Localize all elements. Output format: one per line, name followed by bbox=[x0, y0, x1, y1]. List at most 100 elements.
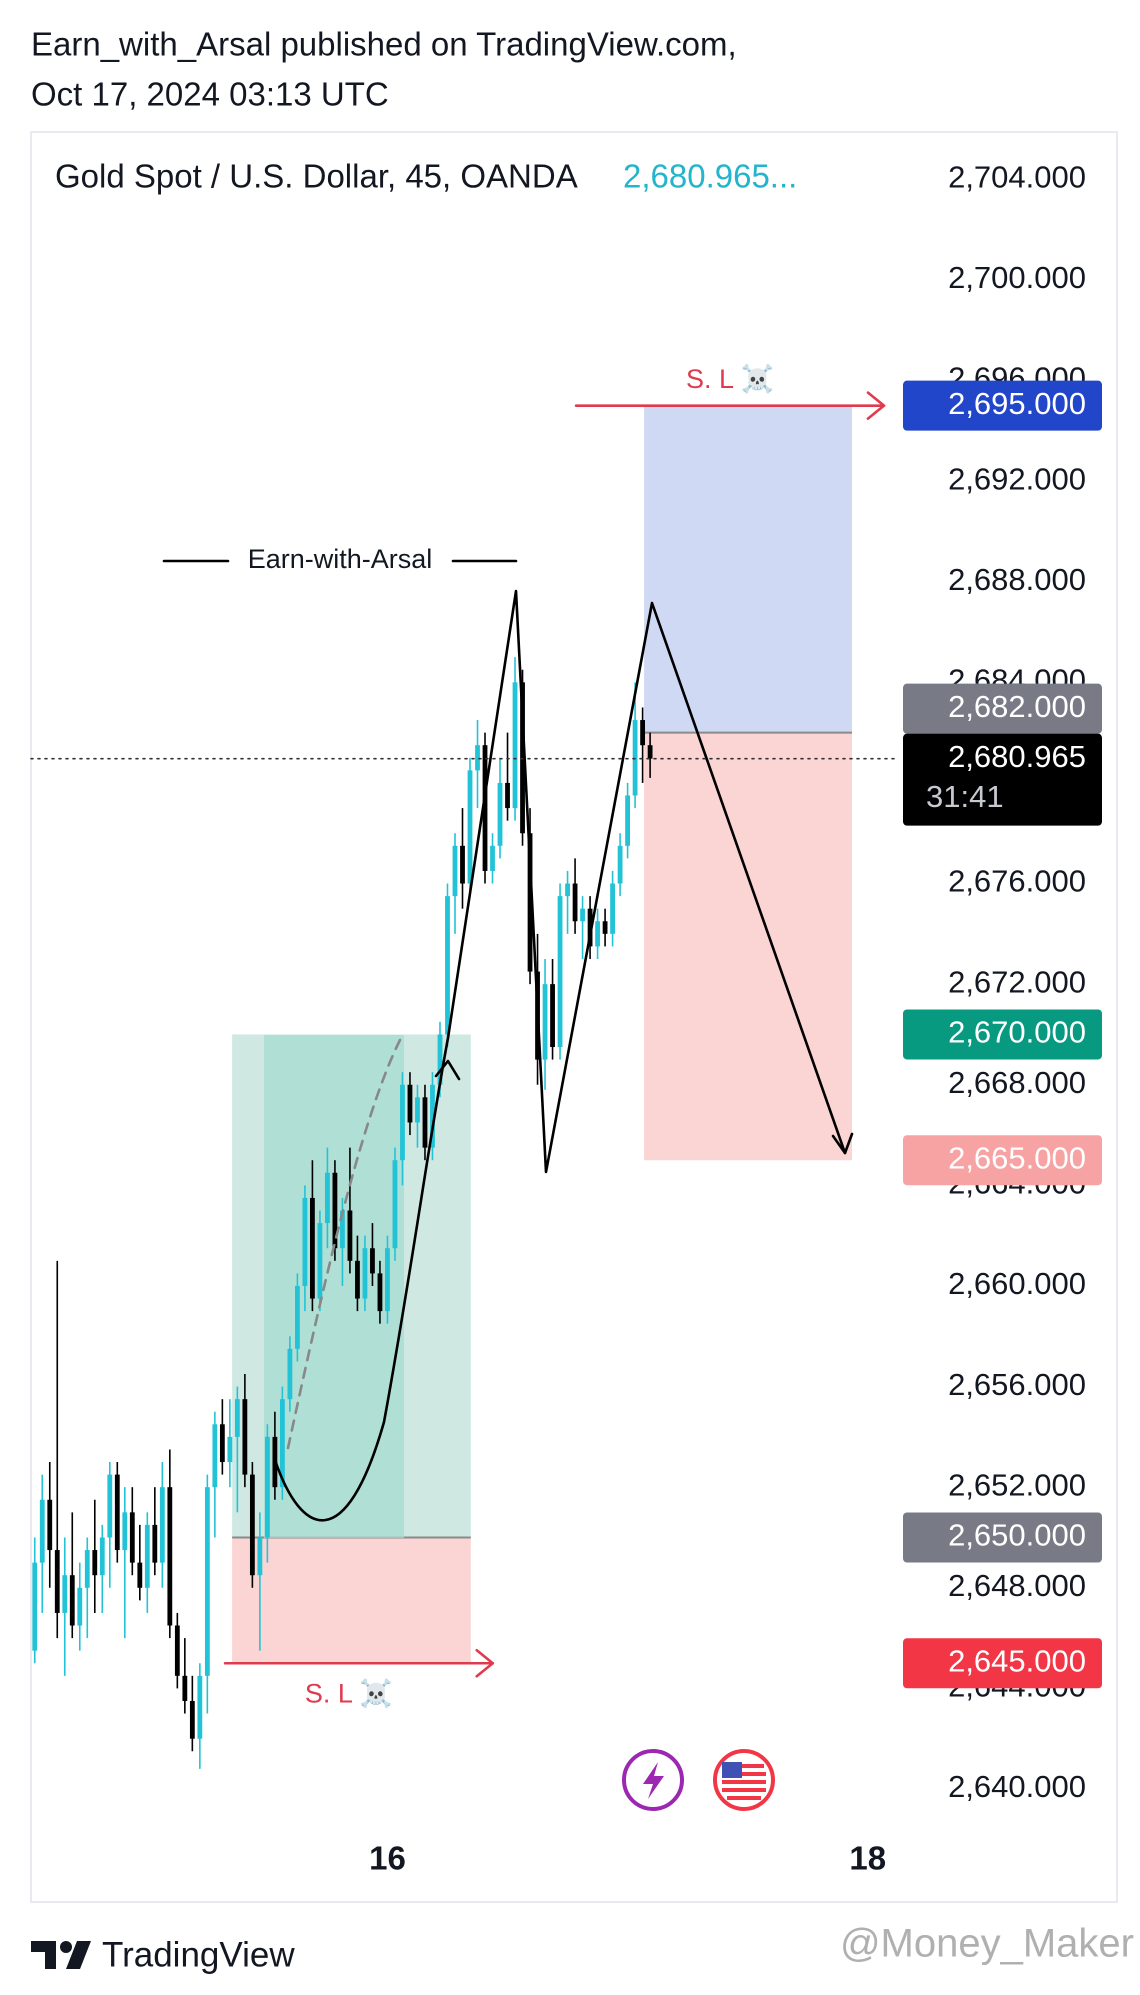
candle-body bbox=[204, 1487, 210, 1676]
candle-body bbox=[317, 1223, 323, 1299]
candle-body bbox=[92, 1550, 98, 1576]
candle-body bbox=[152, 1524, 158, 1563]
countdown: 31:41 bbox=[926, 779, 1004, 814]
header-line: Earn_with_Arsal published on TradingView… bbox=[31, 26, 737, 63]
header-date: Oct 17, 2024 03:13 UTC bbox=[31, 76, 389, 113]
candle-body bbox=[460, 845, 465, 884]
candle-body bbox=[77, 1587, 83, 1626]
candle-body bbox=[174, 1625, 180, 1676]
symbol-title: Gold Spot / U.S. Dollar, 45, OANDA bbox=[55, 158, 578, 195]
price-box bbox=[903, 1512, 1102, 1563]
y-tick-label: 2,640.000 bbox=[948, 1769, 1086, 1804]
candle-body bbox=[572, 883, 578, 922]
stop-label: S. L ☠️ bbox=[686, 363, 774, 394]
candle-body bbox=[39, 1499, 45, 1563]
candle-body bbox=[467, 770, 473, 884]
candle-body bbox=[475, 745, 480, 771]
candle-body bbox=[167, 1487, 173, 1626]
y-tick-label: 2,652.000 bbox=[948, 1467, 1086, 1502]
candle-body bbox=[355, 1260, 360, 1299]
candle-body bbox=[587, 908, 593, 947]
candle-body bbox=[407, 1084, 413, 1123]
arrow-head bbox=[434, 1059, 461, 1081]
stop-zone bbox=[644, 405, 852, 733]
candle-body bbox=[400, 1084, 405, 1161]
candle-body bbox=[242, 1399, 248, 1475]
candle-body bbox=[445, 896, 450, 1035]
candle-body bbox=[542, 984, 548, 1060]
footer-brand: TradingView bbox=[102, 1935, 295, 1974]
candle-body bbox=[437, 1034, 443, 1085]
price-box-label: 2,650.000 bbox=[948, 1518, 1086, 1553]
candle-body bbox=[490, 845, 495, 871]
price-box bbox=[903, 380, 1102, 431]
candles bbox=[32, 657, 653, 1769]
candle-body bbox=[385, 1248, 390, 1312]
candle-body bbox=[249, 1474, 255, 1576]
candle-body bbox=[219, 1424, 225, 1463]
y-tick-label: 2,668.000 bbox=[948, 1065, 1086, 1100]
candle-body bbox=[137, 1562, 143, 1588]
candle-body bbox=[114, 1474, 120, 1551]
price-box-label: 2,682.000 bbox=[948, 689, 1086, 724]
y-tick-label: 2,660.000 bbox=[948, 1266, 1086, 1301]
candle-body bbox=[189, 1700, 195, 1739]
candle-body bbox=[482, 745, 488, 871]
icon-lightning bbox=[622, 1749, 684, 1811]
candle-body bbox=[430, 1084, 435, 1148]
axis: 2,640.0002,644.0002,648.0002,652.0002,65… bbox=[369, 159, 1086, 1876]
candle-body bbox=[617, 845, 623, 884]
candle-body bbox=[197, 1675, 203, 1739]
pattern-line bbox=[273, 589, 847, 1522]
y-tick-label: 2,704.000 bbox=[948, 159, 1086, 194]
stripe bbox=[722, 1772, 766, 1776]
x-tick-label: 18 bbox=[849, 1840, 886, 1877]
price-box bbox=[903, 683, 1102, 734]
price-box bbox=[903, 1638, 1102, 1689]
candle-body bbox=[580, 908, 585, 922]
candle-body bbox=[295, 1285, 300, 1349]
candle-body bbox=[62, 1575, 68, 1613]
price-box-label: 2,680.965 bbox=[948, 739, 1086, 774]
candle-body bbox=[47, 1499, 53, 1551]
price-box bbox=[903, 733, 1102, 826]
candle-body bbox=[520, 682, 525, 834]
candle-body bbox=[647, 745, 653, 759]
candle-body bbox=[610, 883, 615, 934]
candle-body bbox=[264, 1436, 270, 1538]
candle-body bbox=[347, 1210, 353, 1261]
candle-body bbox=[302, 1197, 308, 1286]
y-tick-label: 2,656.000 bbox=[948, 1367, 1086, 1402]
candle-body bbox=[122, 1512, 128, 1551]
candle-body bbox=[362, 1248, 368, 1299]
selection-highlight bbox=[264, 1035, 404, 1538]
stop-zone bbox=[232, 1537, 471, 1664]
icon-flag bbox=[713, 1749, 775, 1811]
logo-t bbox=[31, 1941, 56, 1969]
price-boxes: 2,695.000 2,682.000 2,680.965 31:41 2,670.00… bbox=[903, 380, 1102, 1689]
last-price-text: 2,680.965... bbox=[623, 158, 797, 195]
candle-body bbox=[325, 1172, 330, 1224]
candle-body bbox=[370, 1248, 375, 1274]
stripe bbox=[722, 1788, 766, 1792]
candle-body bbox=[377, 1273, 383, 1312]
candle-body bbox=[227, 1436, 233, 1463]
candle-body bbox=[505, 782, 510, 809]
candle-body bbox=[54, 1550, 60, 1613]
candle-body bbox=[310, 1197, 315, 1299]
stop-arrow-head bbox=[866, 391, 886, 420]
candle-body bbox=[159, 1487, 165, 1563]
price-box-label: 2,645.000 bbox=[948, 1643, 1086, 1678]
x-tick-label: 16 bbox=[369, 1840, 406, 1877]
price-box bbox=[903, 1135, 1102, 1186]
candle-body bbox=[497, 782, 503, 846]
candle-body bbox=[565, 883, 570, 897]
candle-body bbox=[107, 1474, 113, 1538]
lightning bbox=[643, 1762, 664, 1799]
candle-body bbox=[257, 1537, 263, 1576]
candle-body bbox=[129, 1512, 135, 1563]
candle-body bbox=[144, 1524, 150, 1588]
logo-dot bbox=[60, 1941, 72, 1953]
